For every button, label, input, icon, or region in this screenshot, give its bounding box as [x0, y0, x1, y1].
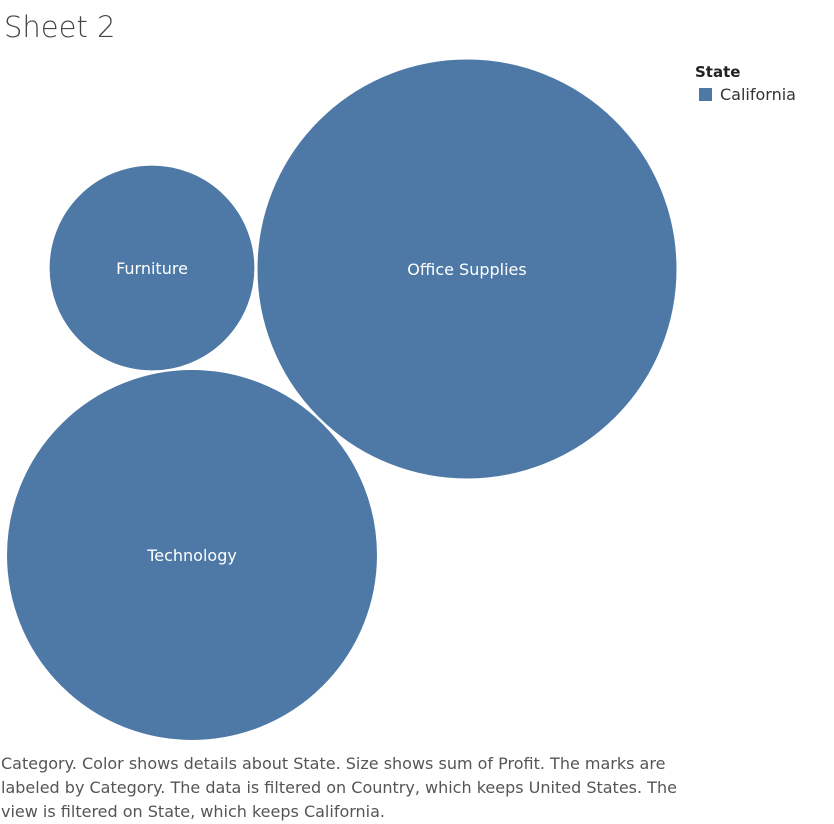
legend-swatch [699, 88, 712, 101]
legend-item-california[interactable]: California [695, 85, 830, 104]
bubble-circle[interactable] [256, 58, 678, 480]
bubble-label: Furniture [116, 259, 188, 278]
bubble-chart: Furniture Office Supplies Technology [6, 58, 678, 741]
bubble-furniture[interactable]: Furniture [48, 164, 256, 372]
legend-title: State [695, 63, 741, 81]
bubble-circle[interactable] [6, 369, 378, 741]
bubble-office-supplies[interactable]: Office Supplies [256, 58, 678, 480]
legend-item-label: California [720, 85, 796, 104]
bubble-label: Office Supplies [407, 260, 526, 279]
bubble-technology[interactable]: Technology [6, 369, 378, 741]
sheet-title: Sheet 2 [4, 10, 116, 44]
chart-caption: Category. Color shows details about Stat… [1, 754, 677, 821]
bubble-circle[interactable] [48, 164, 256, 372]
legend: State California [695, 63, 830, 104]
bubble-label: Technology [146, 546, 237, 565]
